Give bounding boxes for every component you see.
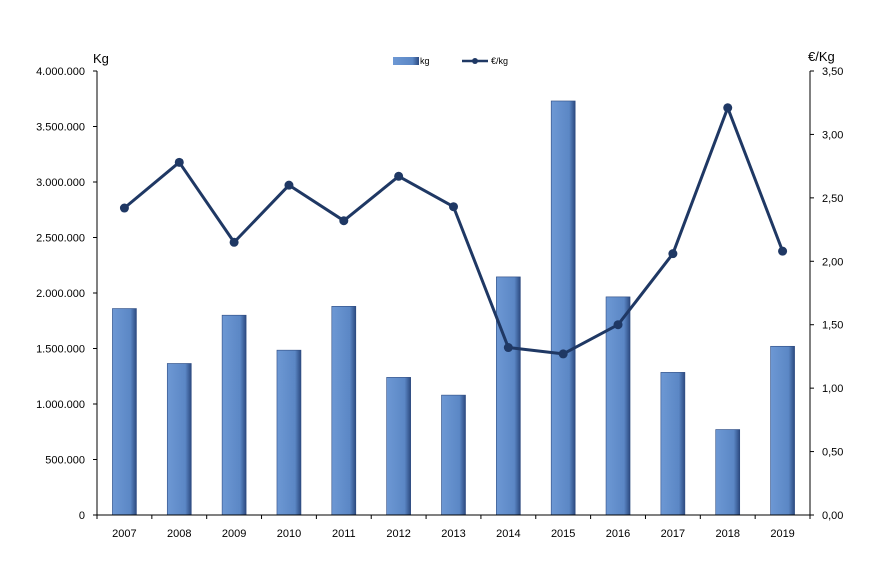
x-tick-label: 2017 [661,528,685,540]
price-point-2015 [558,349,568,359]
x-tick-label: 2009 [222,528,246,540]
price-points [119,103,788,359]
legend: kg €/kg [393,56,508,66]
right-tick-label: 2,00 [822,256,843,268]
left-tick-label: 1.000.000 [36,399,85,411]
bar-2009 [221,314,247,516]
right-tick-label: 1,50 [822,320,843,332]
price-point-2014 [503,343,513,353]
left-tick-label: 2.500.000 [36,233,85,245]
left-axis: 0 500.000 1.000.000 1.500.000 2.000.000 2.500… [36,51,109,522]
bar-2019 [770,345,795,516]
left-axis-ticks: 0 500.000 1.000.000 1.500.000 2.000.000 2.500… [36,66,97,522]
left-axis-label: Kg [93,51,109,66]
bar-2015 [550,100,576,516]
price-point-2016 [613,320,623,330]
x-tick-label: 2007 [112,528,136,540]
price-point-2013 [449,202,458,212]
x-tick-label: 2011 [332,528,356,540]
left-tick-label: 4.000.000 [36,66,85,78]
x-tick-label: 2018 [715,528,739,540]
left-tick-label: 3.500.000 [36,122,85,134]
right-tick-label: 2,50 [822,193,843,205]
x-tick-label: 2015 [551,528,575,540]
x-tick-label: 2014 [496,528,520,540]
legend-swatch-kg [393,57,419,65]
legend-label-price: €/kg [491,56,508,66]
x-tick-label: 2016 [606,528,630,540]
right-tick-label: 1,00 [822,383,843,395]
x-axis: 2007 2008 2009 2010 2011 2012 2013 2014 2015 2016… [96,514,811,540]
price-point-2007 [119,203,129,213]
bar-2007 [112,308,137,516]
legend-label-kg: kg [420,56,430,66]
bar-2018 [715,429,741,516]
x-tick-label: 2013 [441,528,465,540]
bar-2017 [660,372,686,516]
x-axis-ticks: 2007 2008 2009 2010 2011 2012 2013 2014 2015 2016… [96,515,811,540]
price-point-2019 [778,246,788,256]
price-point-2009 [229,237,239,247]
left-tick-label: 2.000.000 [36,288,85,300]
left-tick-label: 1.500.000 [36,344,85,356]
price-point-2017 [668,249,678,259]
x-tick-label: 2012 [386,528,410,540]
price-point-2012 [394,171,404,181]
price-point-2010 [284,180,294,190]
bar-2014 [496,276,521,516]
left-tick-label: 500.000 [45,455,85,467]
bar-2016 [605,296,631,516]
left-tick-label: 0 [79,510,85,522]
right-axis-label: €/Kg [808,49,835,64]
right-axis-ticks: 0,00 0,50 1,00 1,50 2,00 2,50 3,00 3,50 [810,66,843,522]
price-point-2011 [339,216,349,226]
price-point-2008 [174,157,184,167]
x-tick-label: 2019 [770,528,794,540]
bar-2012 [386,377,411,516]
legend-swatch-price-marker [472,58,478,64]
right-tick-label: 0,00 [822,510,843,522]
x-tick-label: 2010 [277,528,301,540]
bar-2013 [441,394,466,516]
x-tick-label: 2008 [167,528,191,540]
bar-2008 [166,363,192,516]
right-tick-label: 0,50 [822,447,843,459]
bar-2010 [276,349,302,516]
right-tick-label: 3,00 [822,129,843,141]
right-axis: 0,00 0,50 1,00 1,50 2,00 2,50 3,00 3,50 €/Kg [808,49,843,522]
plot-area [112,100,795,516]
right-tick-label: 3,50 [822,66,843,78]
bar-series [112,100,795,516]
left-tick-label: 3.000.000 [36,177,85,189]
price-point-2018 [723,103,733,113]
bar-2011 [331,306,357,516]
